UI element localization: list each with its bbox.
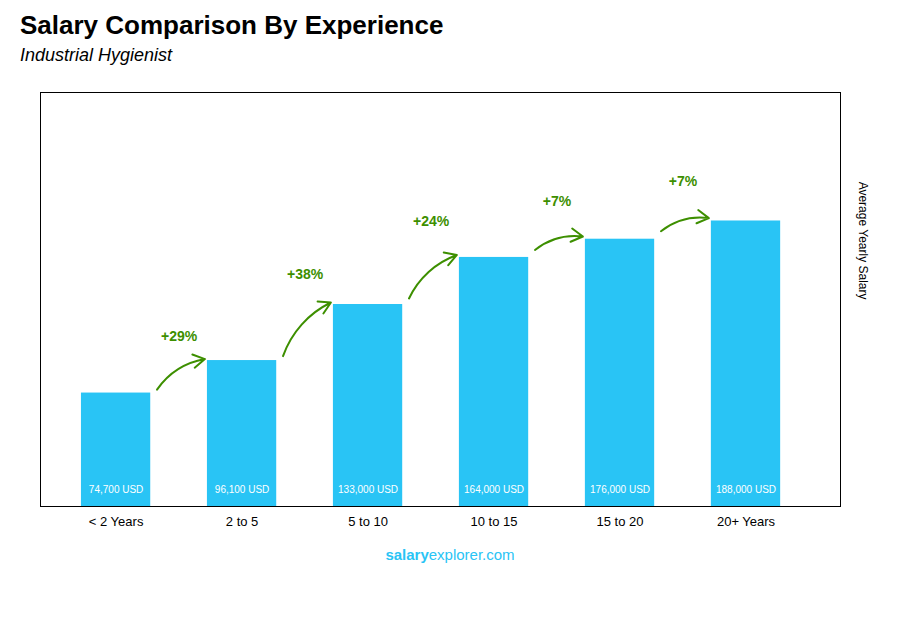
svg-text:176,000 USD: 176,000 USD bbox=[590, 484, 650, 495]
svg-text:+24%: +24% bbox=[413, 213, 450, 229]
svg-text:< 2 Years: < 2 Years bbox=[89, 514, 144, 529]
svg-text:133,000 USD: 133,000 USD bbox=[338, 484, 398, 495]
svg-text:+7%: +7% bbox=[543, 193, 572, 209]
svg-text:188,000 USD: 188,000 USD bbox=[716, 484, 776, 495]
html-text:Industrial Hygienist: Industrial Hygienist bbox=[20, 45, 173, 65]
svg-text:74,700 USD: 74,700 USD bbox=[89, 484, 143, 495]
html-text:salary explorer.com: salary explorer.com bbox=[385, 546, 515, 563]
svg-text:5 to 10: 5 to 10 bbox=[348, 514, 388, 529]
svg-text:20+ Years: 20+ Years bbox=[717, 514, 776, 529]
svg-text:+29%: +29% bbox=[161, 328, 198, 344]
html-text:Salary Comparison By Experienc: Salary Comparison By Experience bbox=[20, 10, 444, 40]
svg-text:10 to 15: 10 to 15 bbox=[471, 514, 518, 529]
svg-text:Average Yearly Salary: Average Yearly Salary bbox=[856, 182, 870, 300]
svg-text:+38%: +38% bbox=[287, 266, 324, 282]
svg-text:164,000 USD: 164,000 USD bbox=[464, 484, 524, 495]
svg-text:15 to 20: 15 to 20 bbox=[597, 514, 644, 529]
svg-text:2 to 5: 2 to 5 bbox=[226, 514, 259, 529]
svg-text:96,100 USD: 96,100 USD bbox=[215, 484, 269, 495]
svg-text:+7%: +7% bbox=[669, 173, 698, 189]
